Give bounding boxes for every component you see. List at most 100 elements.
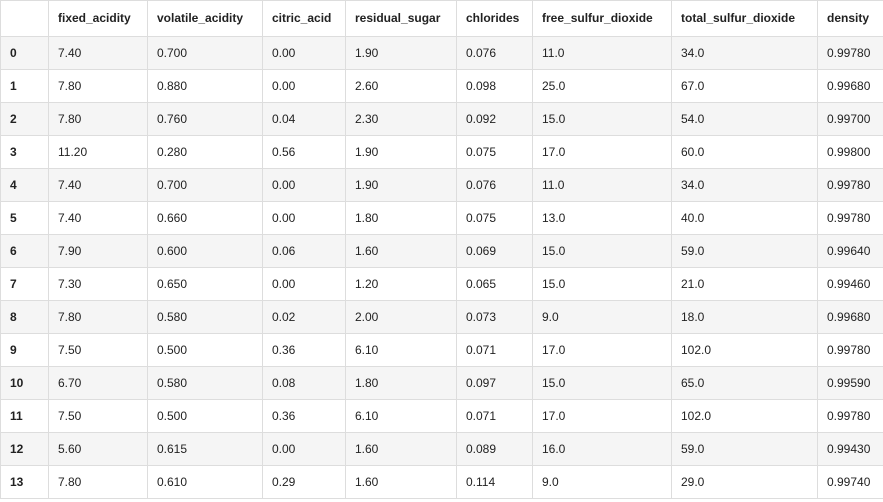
cell-total-sulfur-dioxide: 34.0: [671, 168, 818, 202]
table-row: 8 7.80 0.580 0.02 2.00 0.073 9.0 18.0 0.99680: [0, 300, 883, 334]
cell-residual-sugar: 1.20: [345, 267, 457, 301]
cell-residual-sugar: 2.30: [345, 102, 457, 136]
cell-total-sulfur-dioxide: 59.0: [671, 234, 818, 268]
cell-residual-sugar: 1.90: [345, 135, 457, 169]
cell-citric-acid: 0.36: [262, 333, 346, 367]
cell-fixed-acidity: 6.70: [48, 366, 148, 400]
row-index: 6: [0, 234, 49, 268]
cell-chlorides: 0.075: [456, 135, 533, 169]
cell-free-sulfur-dioxide: 11.0: [532, 36, 672, 70]
cell-free-sulfur-dioxide: 25.0: [532, 69, 672, 103]
table-row: 9 7.50 0.500 0.36 6.10 0.071 17.0 102.0 0.99780: [0, 333, 883, 367]
cell-free-sulfur-dioxide: 15.0: [532, 102, 672, 136]
table-row: 2 7.80 0.760 0.04 2.30 0.092 15.0 54.0 0.99700: [0, 102, 883, 136]
cell-total-sulfur-dioxide: 65.0: [671, 366, 818, 400]
row-index: 4: [0, 168, 49, 202]
cell-total-sulfur-dioxide: 102.0: [671, 399, 818, 433]
cell-density: 0.99780: [817, 168, 883, 202]
cell-density: 0.99680: [817, 300, 883, 334]
column-header-residual-sugar: residual_sugar: [345, 0, 457, 37]
cell-chlorides: 0.073: [456, 300, 533, 334]
cell-density: 0.99780: [817, 333, 883, 367]
table-row: 12 5.60 0.615 0.00 1.60 0.089 16.0 59.0 0.99430: [0, 432, 883, 466]
row-index: 12: [0, 432, 49, 466]
cell-volatile-acidity: 0.500: [147, 399, 263, 433]
cell-citric-acid: 0.00: [262, 168, 346, 202]
cell-volatile-acidity: 0.650: [147, 267, 263, 301]
cell-chlorides: 0.097: [456, 366, 533, 400]
cell-density: 0.99740: [817, 465, 883, 499]
cell-residual-sugar: 6.10: [345, 333, 457, 367]
cell-volatile-acidity: 0.615: [147, 432, 263, 466]
table-row: 10 6.70 0.580 0.08 1.80 0.097 15.0 65.0 0.99590: [0, 366, 883, 400]
cell-free-sulfur-dioxide: 15.0: [532, 234, 672, 268]
cell-residual-sugar: 2.00: [345, 300, 457, 334]
cell-free-sulfur-dioxide: 15.0: [532, 366, 672, 400]
cell-citric-acid: 0.29: [262, 465, 346, 499]
row-index: 1: [0, 69, 49, 103]
cell-density: 0.99590: [817, 366, 883, 400]
cell-volatile-acidity: 0.580: [147, 300, 263, 334]
column-header-citric-acid: citric_acid: [262, 0, 346, 37]
cell-volatile-acidity: 0.880: [147, 69, 263, 103]
cell-citric-acid: 0.04: [262, 102, 346, 136]
cell-citric-acid: 0.00: [262, 36, 346, 70]
cell-fixed-acidity: 7.80: [48, 102, 148, 136]
cell-chlorides: 0.065: [456, 267, 533, 301]
cell-volatile-acidity: 0.660: [147, 201, 263, 235]
row-index: 13: [0, 465, 49, 499]
cell-citric-acid: 0.00: [262, 267, 346, 301]
table-row: 4 7.40 0.700 0.00 1.90 0.076 11.0 34.0 0.99780: [0, 168, 883, 202]
cell-density: 0.99700: [817, 102, 883, 136]
cell-residual-sugar: 1.90: [345, 168, 457, 202]
cell-fixed-acidity: 7.50: [48, 333, 148, 367]
cell-chlorides: 0.092: [456, 102, 533, 136]
cell-fixed-acidity: 7.90: [48, 234, 148, 268]
cell-density: 0.99640: [817, 234, 883, 268]
cell-residual-sugar: 1.60: [345, 234, 457, 268]
row-index: 0: [0, 36, 49, 70]
cell-chlorides: 0.114: [456, 465, 533, 499]
cell-total-sulfur-dioxide: 67.0: [671, 69, 818, 103]
cell-chlorides: 0.076: [456, 168, 533, 202]
table-row: 1 7.80 0.880 0.00 2.60 0.098 25.0 67.0 0.99680: [0, 69, 883, 103]
table-row: 6 7.90 0.600 0.06 1.60 0.069 15.0 59.0 0.99640: [0, 234, 883, 268]
table-row: 11 7.50 0.500 0.36 6.10 0.071 17.0 102.0 0.99780: [0, 399, 883, 433]
cell-fixed-acidity: 7.40: [48, 201, 148, 235]
cell-citric-acid: 0.00: [262, 69, 346, 103]
cell-free-sulfur-dioxide: 11.0: [532, 168, 672, 202]
cell-volatile-acidity: 0.600: [147, 234, 263, 268]
cell-free-sulfur-dioxide: 9.0: [532, 465, 672, 499]
cell-density: 0.99800: [817, 135, 883, 169]
cell-fixed-acidity: 7.80: [48, 465, 148, 499]
cell-total-sulfur-dioxide: 29.0: [671, 465, 818, 499]
column-header-total-sulfur-dioxide: total_sulfur_dioxide: [671, 0, 818, 37]
column-header-free-sulfur-dioxide: free_sulfur_dioxide: [532, 0, 672, 37]
cell-chlorides: 0.075: [456, 201, 533, 235]
cell-total-sulfur-dioxide: 18.0: [671, 300, 818, 334]
cell-volatile-acidity: 0.580: [147, 366, 263, 400]
cell-citric-acid: 0.36: [262, 399, 346, 433]
cell-free-sulfur-dioxide: 16.0: [532, 432, 672, 466]
cell-chlorides: 0.098: [456, 69, 533, 103]
cell-volatile-acidity: 0.700: [147, 36, 263, 70]
cell-citric-acid: 0.00: [262, 432, 346, 466]
cell-fixed-acidity: 7.80: [48, 300, 148, 334]
cell-residual-sugar: 1.80: [345, 201, 457, 235]
column-header-volatile-acidity: volatile_acidity: [147, 0, 263, 37]
cell-fixed-acidity: 7.40: [48, 36, 148, 70]
row-index: 10: [0, 366, 49, 400]
cell-density: 0.99780: [817, 399, 883, 433]
cell-free-sulfur-dioxide: 9.0: [532, 300, 672, 334]
cell-volatile-acidity: 0.610: [147, 465, 263, 499]
cell-total-sulfur-dioxide: 102.0: [671, 333, 818, 367]
cell-total-sulfur-dioxide: 34.0: [671, 36, 818, 70]
cell-citric-acid: 0.02: [262, 300, 346, 334]
cell-free-sulfur-dioxide: 13.0: [532, 201, 672, 235]
table-row: 13 7.80 0.610 0.29 1.60 0.114 9.0 29.0 0.99740: [0, 465, 883, 499]
column-header-chlorides: chlorides: [456, 0, 533, 37]
index-header: [0, 0, 49, 37]
cell-density: 0.99780: [817, 201, 883, 235]
cell-fixed-acidity: 11.20: [48, 135, 148, 169]
cell-volatile-acidity: 0.700: [147, 168, 263, 202]
